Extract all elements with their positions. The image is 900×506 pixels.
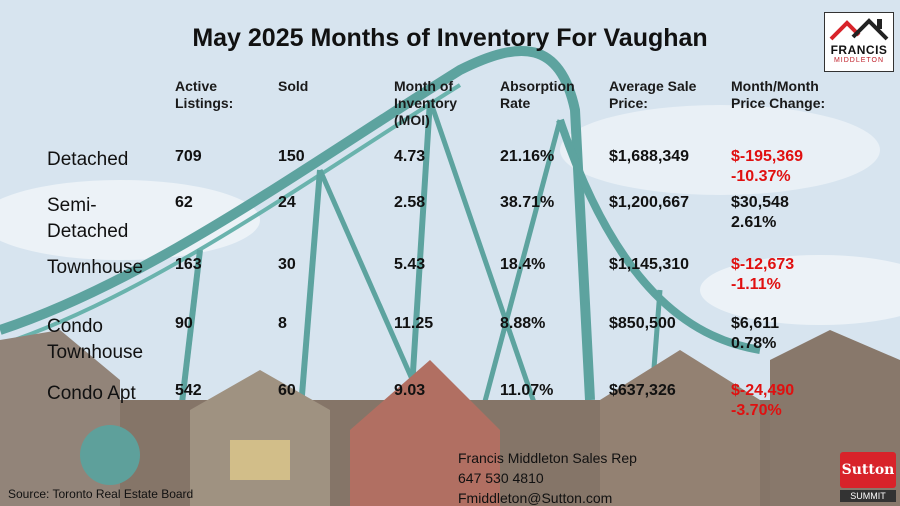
page-title: May 2025 Months of Inventory For Vaughan [192, 24, 708, 52]
logo-name: FRANCIS [830, 43, 888, 57]
row-label-detached: Detached [47, 149, 129, 170]
contact-phone: 647 530 4810 [458, 470, 544, 486]
cell-change-amount: $-12,673 [731, 256, 795, 273]
cell-absorption: 21.16% [500, 148, 555, 165]
row-label-condo-townhouse: Condo Townhouse [47, 316, 144, 363]
row-label-townhouse: Townhouse [47, 257, 144, 278]
cell-sold: 30 [278, 256, 296, 273]
cell-change-amount: $6,611 [731, 315, 780, 332]
house-roof-icon [829, 18, 889, 41]
header-sold: Sold [278, 78, 309, 94]
sutton-logo-text: Sutton [840, 452, 896, 488]
cell-active: 90 [175, 315, 193, 332]
contact-email: Fmiddleton@Sutton.com [458, 490, 613, 506]
cell-avg-price: $1,688,349 [609, 148, 690, 165]
cell-moi: 4.73 [394, 148, 426, 165]
row-label-condo-apt: Condo Apt [47, 383, 136, 404]
cell-active: 62 [175, 194, 193, 211]
row-label-semi-detached: Semi- Detached [47, 195, 129, 242]
contact-name: Francis Middleton Sales Rep [458, 450, 637, 466]
cell-change-amount: $-24,490 [731, 382, 795, 399]
cell-absorption: 8.88% [500, 315, 546, 332]
header-month-change: Month/Month Price Change: [731, 78, 826, 111]
cell-avg-price: $637,326 [609, 382, 676, 399]
header-absorption-rate: Absorption Rate [500, 78, 575, 111]
cell-avg-price: $1,145,310 [609, 256, 690, 273]
cell-moi: 11.25 [394, 315, 434, 332]
header-average-sale-price: Average Sale Price: [609, 78, 697, 111]
cell-sold: 60 [278, 382, 296, 399]
cell-absorption: 11.07% [500, 382, 554, 399]
cell-change-pct: -3.70% [731, 402, 782, 419]
cell-change-pct: 0.78% [731, 335, 777, 352]
logo-sub: MIDDLETON [833, 57, 885, 64]
cell-change-pct: 2.61% [731, 214, 777, 231]
contact-block: Francis Middleton Sales Rep 647 530 4810… [458, 448, 637, 506]
header-moi: Month of Inventory (MOI) [394, 78, 458, 128]
cell-moi: 2.58 [394, 194, 426, 211]
cell-active: 542 [175, 382, 202, 399]
francis-middleton-logo: FRANCIS MIDDLETON [824, 12, 894, 72]
cell-change-pct: -10.37% [731, 168, 791, 185]
cell-sold: 150 [278, 148, 305, 165]
cell-avg-price: $1,200,667 [609, 194, 690, 211]
sutton-logo-sub: SUMMIT [840, 490, 896, 502]
source-note: Source: Toronto Real Estate Board [8, 487, 194, 501]
cell-avg-price: $850,500 [609, 315, 676, 332]
cell-sold: 24 [278, 194, 296, 211]
header-active-listings: Active Listings: [175, 78, 234, 111]
cell-active: 163 [175, 256, 202, 273]
cell-absorption: 18.4% [500, 256, 546, 273]
cell-active: 709 [175, 148, 202, 165]
cell-moi: 5.43 [394, 256, 426, 273]
cell-sold: 8 [278, 315, 287, 332]
cell-absorption: 38.71% [500, 194, 555, 211]
cell-moi: 9.03 [394, 382, 426, 399]
cell-change-amount: $30,548 [731, 194, 789, 211]
sutton-logo: Sutton SUMMIT [840, 452, 896, 502]
cell-change-amount: $-195,369 [731, 148, 804, 165]
cell-change-pct: -1.11% [731, 276, 781, 293]
